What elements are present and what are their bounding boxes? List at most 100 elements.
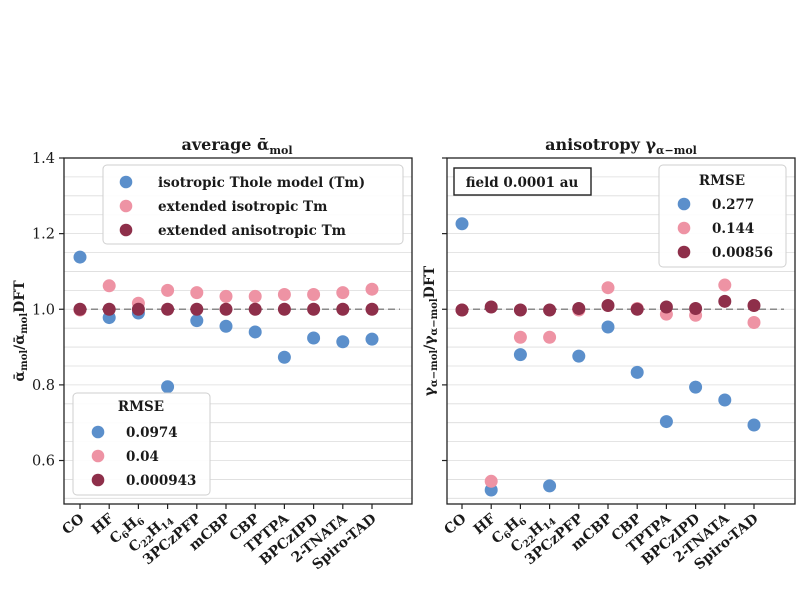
point-extended-anisotropic-3PCzPFP: [572, 302, 586, 316]
point-extended-isotropic-CBP: [248, 289, 262, 303]
point-isotropic-CO: [455, 217, 469, 231]
rmse-average-isotropic: 0.0974: [126, 425, 178, 441]
y-tick-label: 0.6: [32, 454, 55, 470]
legend-box: [102, 164, 404, 245]
x-tick-label: CO: [441, 511, 469, 538]
x-tick-label: C22H14: [508, 511, 559, 558]
point-extended-anisotropic-CO: [455, 303, 469, 317]
y-tick-label: 0.8: [32, 378, 55, 394]
point-extended-anisotropic-TPTPA: [659, 300, 673, 314]
point-extended-isotropic-3PCzPFP: [190, 286, 204, 300]
point-extended-isotropic-mCBP: [219, 289, 233, 303]
rmse-box-anisotropy: RMSE 0.277 0.144 0.00856: [658, 164, 787, 268]
point-extended-anisotropic-HF: [102, 302, 116, 316]
rmse-box-average-frame: [72, 392, 211, 496]
rmse-anisotropy-extended-isotropic: 0.144: [712, 221, 754, 237]
point-extended-isotropic-mCBP: [601, 281, 615, 295]
point-isotropic-CO: [73, 250, 87, 264]
point-extended-anisotropic-C22H14: [543, 303, 557, 317]
panel-anisotropy-points: [455, 217, 761, 497]
legend-marker-extended-isotropic: [119, 199, 133, 213]
panel-average-x-ticks: CO HFC6H6C22H143PCzPFPmCBPCBPTPTPABPCzIPD…: [59, 504, 380, 573]
point-extended-isotropic-C6H6: [513, 330, 527, 344]
point-extended-isotropic-HF: [484, 474, 498, 488]
point-extended-anisotropic-C6H6: [513, 303, 527, 317]
point-isotropic-C22H14: [543, 479, 557, 493]
point-extended-anisotropic-C6H6: [131, 302, 145, 316]
point-extended-isotropic-Spiro-TAD: [365, 282, 379, 296]
panel-average-frame: [63, 157, 413, 505]
field-annotation-box: [453, 167, 592, 196]
point-extended-isotropic-2-TNATA: [336, 286, 350, 300]
rmse-average-extended-anisotropic: 0.000943: [126, 473, 196, 489]
point-extended-anisotropic-2-TNATA: [336, 302, 350, 316]
rmse-anisotropy-marker-extended-anisotropic: [677, 245, 691, 259]
point-isotropic-CBP: [248, 325, 262, 339]
point-extended-anisotropic-2-TNATA: [718, 294, 732, 308]
panel-average-points: [73, 250, 379, 394]
rmse-box-average: RMSE 0.0974 0.04 0.000943: [72, 392, 211, 496]
point-extended-anisotropic-BPCzIPD: [307, 302, 321, 316]
point-isotropic-CBP: [630, 365, 644, 379]
point-extended-isotropic-BPCzIPD: [307, 288, 321, 302]
point-extended-anisotropic-3PCzPFP: [190, 302, 204, 316]
point-extended-anisotropic-Spiro-TAD: [747, 298, 761, 312]
point-isotropic-3PCzPFP: [190, 314, 204, 328]
field-annotation-text: field 0.0001 au: [466, 175, 579, 191]
point-extended-isotropic-HF: [102, 279, 116, 293]
panel-anisotropy-y-axis-label: γα−mol/γα−molDFT: [422, 265, 440, 396]
point-isotropic-C22H14: [161, 380, 175, 394]
legend-label-isotropic: isotropic Thole model (Tm): [158, 175, 365, 191]
rmse-anisotropy-marker-extended-isotropic: [677, 221, 691, 235]
point-isotropic-C6H6: [513, 348, 527, 362]
point-isotropic-BPCzIPD: [307, 331, 321, 345]
panel-average-y-axis-label: ᾱmol/ᾱmolDFT: [12, 280, 30, 382]
point-isotropic-2-TNATA: [718, 393, 732, 407]
rmse-anisotropy-isotropic: 0.277: [712, 197, 754, 213]
rmse-average-marker-extended-anisotropic: [91, 473, 105, 487]
point-isotropic-Spiro-TAD: [747, 418, 761, 432]
point-isotropic-3PCzPFP: [572, 349, 586, 363]
point-extended-anisotropic-Spiro-TAD: [365, 302, 379, 316]
panel-anisotropy-x-ticks: CO HFC6H6C22H143PCzPFPmCBPCBPTPTPABPCzIPD…: [441, 504, 762, 573]
point-extended-anisotropic-CO: [73, 302, 87, 316]
panel-anisotropy-frame: [446, 157, 796, 505]
point-isotropic-mCBP: [601, 320, 615, 334]
point-extended-anisotropic-CBP: [248, 302, 262, 316]
legend-label-extended-anisotropic: extended anisotropic Tm: [158, 223, 346, 239]
legend-marker-extended-anisotropic: [119, 223, 133, 237]
rmse-anisotropy-title: RMSE: [699, 173, 745, 189]
panel-average-title: average ᾱmol: [181, 135, 292, 157]
rmse-anisotropy-marker-isotropic: [677, 197, 691, 211]
panel-anisotropy-title: anisotropy γα−mol: [545, 135, 697, 157]
point-extended-anisotropic-C22H14: [161, 302, 175, 316]
rmse-average-title: RMSE: [118, 399, 164, 415]
point-extended-anisotropic-HF: [484, 300, 498, 314]
point-extended-anisotropic-mCBP: [219, 302, 233, 316]
point-extended-anisotropic-BPCzIPD: [689, 302, 703, 316]
rmse-average-extended-isotropic: 0.04: [126, 449, 159, 465]
panel-average: average ᾱmol 0.6 0.8 1.0 1.2 1.4 CO HFC6H6C22…: [12, 135, 413, 573]
x-tick-label: C6H6: [107, 511, 148, 549]
y-tick-label: 1.0: [32, 302, 55, 318]
point-extended-isotropic-2-TNATA: [718, 278, 732, 292]
point-isotropic-mCBP: [219, 319, 233, 333]
panel-average-y-ticks: 0.6 0.8 1.0 1.2 1.4: [32, 151, 64, 470]
point-isotropic-BPCzIPD: [689, 380, 703, 394]
field-annotation: field 0.0001 au: [453, 167, 592, 196]
point-isotropic-TPTPA: [659, 415, 673, 429]
x-tick-label: CO: [59, 511, 87, 538]
point-isotropic-TPTPA: [277, 350, 291, 364]
rmse-average-marker-isotropic: [91, 425, 105, 439]
rmse-anisotropy-extended-anisotropic: 0.00856: [712, 245, 773, 261]
point-extended-anisotropic-mCBP: [601, 298, 615, 312]
point-extended-isotropic-Spiro-TAD: [747, 315, 761, 329]
rmse-box-anisotropy-frame: [658, 164, 787, 268]
y-tick-label: 1.2: [32, 227, 55, 243]
legend-label-extended-isotropic: extended isotropic Tm: [158, 199, 327, 215]
legend: isotropic Thole model (Tm) extended isot…: [102, 164, 404, 245]
point-extended-isotropic-C22H14: [161, 283, 175, 297]
panel-anisotropy-y-ticks: [442, 157, 447, 462]
point-extended-anisotropic-TPTPA: [277, 302, 291, 316]
